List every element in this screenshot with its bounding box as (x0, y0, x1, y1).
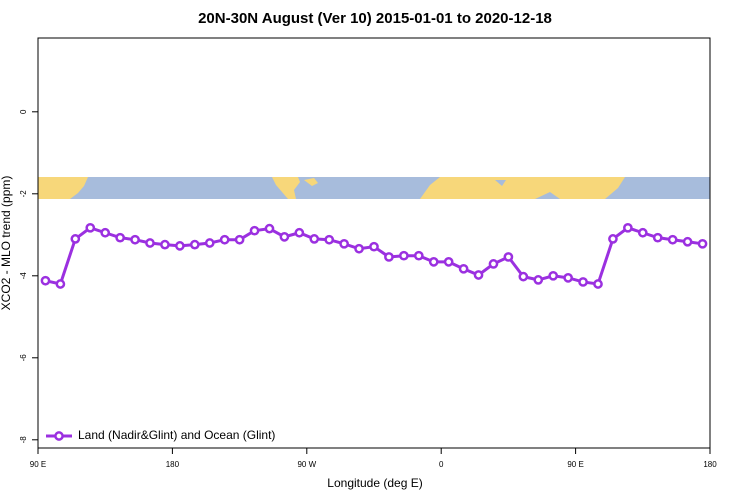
data-point (70, 234, 81, 244)
data-point (443, 257, 454, 267)
data-point (294, 227, 305, 238)
data-point (608, 234, 618, 244)
data-point (503, 252, 514, 262)
data-point (40, 275, 51, 286)
data-point (115, 232, 125, 243)
data-point (55, 279, 66, 289)
data-point (473, 270, 484, 280)
data-point (324, 234, 335, 245)
data-point (652, 232, 663, 243)
data-point (413, 250, 424, 261)
plot-frame (37, 37, 711, 449)
data-point (533, 275, 544, 285)
x-tick-label: 90 E (567, 460, 583, 469)
data-point (189, 239, 200, 250)
y-tick-label: 0 (19, 109, 28, 114)
data-point (384, 252, 394, 262)
data-point (428, 257, 439, 267)
series-line (45, 226, 703, 286)
data-point (145, 238, 155, 248)
data-point (204, 238, 215, 248)
y-tick-label: -6 (19, 354, 28, 362)
data-point (593, 279, 603, 289)
data-point (488, 259, 499, 269)
data-point (175, 241, 185, 251)
y-tick-label: -4 (19, 272, 28, 280)
data-point (518, 271, 529, 282)
chart-title: 20N-30N August (Ver 10) 2015-01-01 to 20… (198, 10, 552, 27)
data-point (100, 227, 111, 238)
data-point (369, 241, 379, 252)
x-tick-label: 180 (703, 460, 717, 469)
y-tick-label: -8 (19, 436, 28, 444)
data-point (160, 239, 170, 250)
data-point (682, 236, 693, 247)
data-point (399, 250, 409, 261)
data-point (563, 273, 573, 283)
legend-marker (54, 431, 64, 441)
data-point (667, 234, 678, 245)
x-axis-label: Longitude (deg E) (327, 476, 422, 490)
data-point (548, 270, 559, 281)
data-point (637, 227, 648, 238)
data-point (264, 223, 275, 234)
x-tick-label: 90 W (297, 460, 316, 469)
data-point (623, 222, 633, 233)
y-tick-label: -2 (19, 190, 28, 198)
data-point (219, 234, 230, 245)
x-tick-label: 0 (439, 460, 444, 469)
legend: Land (Nadir&Glint) and Ocean (Glint) (46, 428, 275, 442)
data-point (309, 234, 320, 244)
data-point (234, 234, 245, 245)
y-axis-label: XCO2 - MLO trend (ppm) (0, 176, 13, 311)
legend-label: Land (Nadir&Glint) and Ocean (Glint) (78, 428, 275, 442)
x-tick-label: 180 (166, 460, 180, 469)
data-point (697, 238, 708, 249)
data-point (458, 263, 469, 274)
map-strip (38, 177, 710, 199)
data-point (279, 232, 290, 242)
data-point (85, 222, 96, 233)
data-point (339, 238, 349, 249)
data-point (578, 277, 588, 287)
data-point (249, 225, 260, 236)
data-point (354, 243, 364, 254)
x-tick-label: 90 E (30, 460, 46, 469)
data-point (130, 234, 140, 245)
